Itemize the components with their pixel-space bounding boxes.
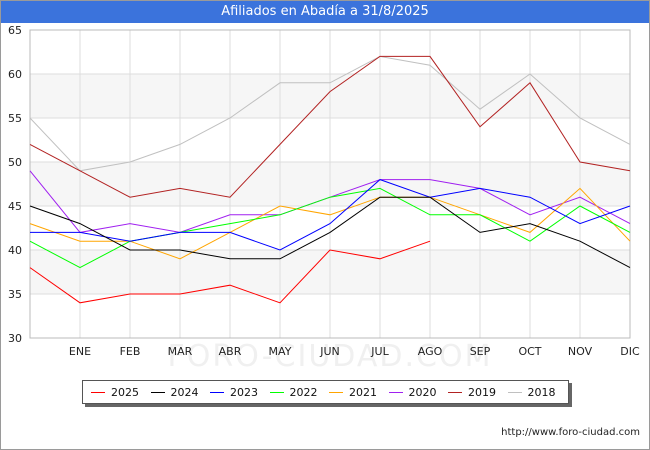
series-line-2018: [29, 55, 631, 172]
x-tick-label: ENE: [69, 345, 91, 358]
legend-label: 2018: [527, 386, 556, 399]
series-line-2023: [30, 179, 631, 251]
x-tick-label: DIC: [620, 345, 640, 358]
legend-swatch: [269, 392, 284, 393]
legend-label: 2022: [289, 386, 318, 399]
legend-swatch: [210, 392, 224, 393]
x-tick-label: SEP: [470, 345, 491, 358]
y-tick-label: 35: [8, 288, 22, 301]
legend-swatch: [329, 392, 343, 393]
legend-label: 2021: [349, 386, 377, 399]
legend-label: 2020: [408, 386, 437, 399]
legend-label: 2023: [230, 386, 258, 399]
chart-title: Afiliados en Abadía a 31/8/2025: [221, 4, 429, 19]
legend-swatch: [150, 392, 165, 393]
legend-label: 2025: [111, 386, 139, 399]
legend-label: 2019: [468, 386, 496, 399]
x-tick-label: MAR: [168, 345, 193, 358]
x-tick-label: FEB: [120, 345, 141, 358]
x-tick-label: NOV: [568, 345, 593, 358]
x-tick-label: MAY: [269, 345, 292, 358]
series-line-2025: [29, 240, 431, 304]
axes: 30 35 40 45 50 55 60 65 ENE FEB MAR ABR MAY JUN JUL AGO…: [8, 24, 640, 358]
series-layer: [29, 55, 631, 304]
y-tick-label: 55: [8, 112, 22, 125]
y-tick-label: 40: [8, 244, 22, 257]
y-tick-label: 45: [8, 200, 22, 213]
series-line-2024: [29, 196, 631, 269]
legend-swatch: [448, 392, 462, 393]
legend-swatch: [388, 392, 403, 393]
plot-border: [29, 29, 631, 339]
x-tick-label: JUL: [370, 345, 389, 358]
y-tick-label: 30: [8, 332, 22, 345]
watermark: FORO-CIUDAD.COM: [168, 339, 493, 374]
y-tick-label: 50: [8, 156, 22, 169]
legend-swatch: [91, 392, 105, 393]
x-tick-label: AGO: [418, 345, 443, 358]
y-tick-label: 65: [8, 24, 22, 37]
legend-swatch: [507, 392, 522, 393]
series-line-2019: [29, 55, 631, 198]
x-tick-label: ABR: [219, 345, 242, 358]
legend: 2025 2024 2023 2022 2021 2020 2019 2018: [82, 380, 569, 404]
x-tick-label: OCT: [518, 345, 541, 358]
title-bar: Afiliados en Abadía a 31/8/2025: [1, 1, 649, 23]
legend-label: 2024: [170, 386, 199, 399]
x-tick-label: JUN: [319, 345, 340, 358]
y-tick-label: 60: [8, 68, 22, 81]
source-credit: http://www.foro-ciudad.com: [501, 427, 640, 438]
